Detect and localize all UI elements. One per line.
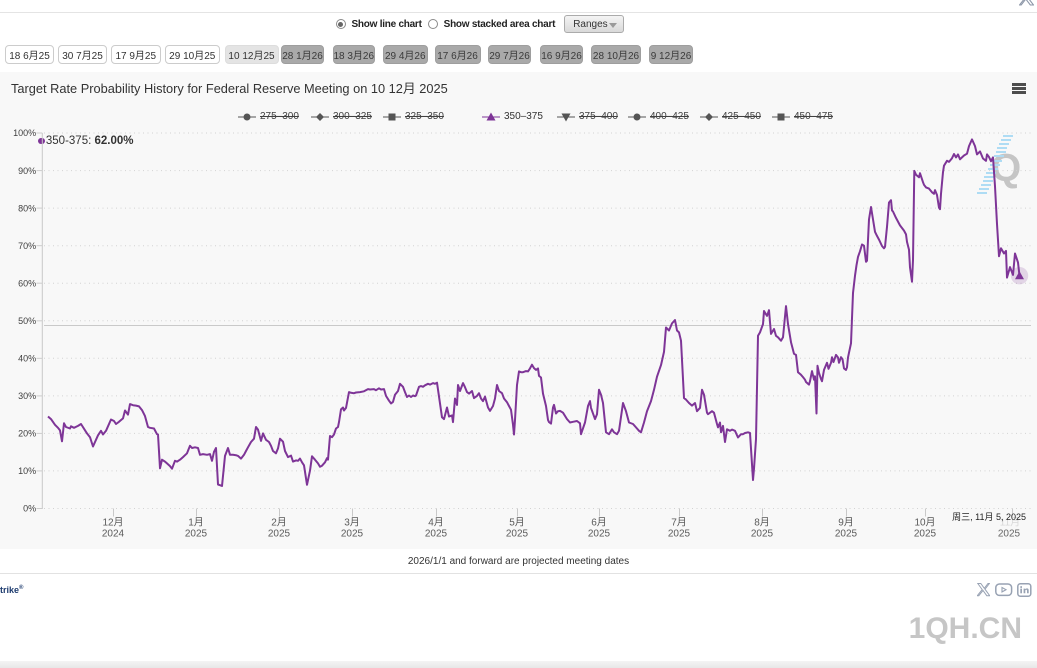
svg-text:周三, 11月 5, 2025: 周三, 11月 5, 2025 <box>952 512 1026 522</box>
svg-text:6月: 6月 <box>591 517 607 529</box>
svg-text:4月: 4月 <box>428 517 444 529</box>
svg-text:30%: 30% <box>18 391 36 401</box>
svg-text:90%: 90% <box>18 166 36 176</box>
svg-text:2025: 2025 <box>268 529 291 540</box>
svg-text:2025: 2025 <box>998 529 1021 540</box>
svg-text:2025: 2025 <box>425 529 448 540</box>
svg-text:2024: 2024 <box>102 529 125 540</box>
svg-text:40%: 40% <box>18 354 36 364</box>
svg-text:10月: 10月 <box>914 517 935 529</box>
svg-text:2025: 2025 <box>588 529 611 540</box>
svg-text:0%: 0% <box>23 504 36 514</box>
svg-text:2025: 2025 <box>751 529 774 540</box>
svg-text:12月: 12月 <box>102 517 123 529</box>
svg-text:80%: 80% <box>18 203 36 213</box>
svg-text:3月: 3月 <box>344 517 360 529</box>
svg-text:1月: 1月 <box>188 517 204 529</box>
svg-text:7月: 7月 <box>671 517 687 529</box>
svg-text:70%: 70% <box>18 241 36 251</box>
svg-text:2025: 2025 <box>506 529 529 540</box>
svg-text:2025: 2025 <box>341 529 364 540</box>
svg-text:10%: 10% <box>18 466 36 476</box>
svg-text:2025: 2025 <box>185 529 208 540</box>
svg-text:11月: 11月 <box>1000 517 1020 529</box>
svg-text:100%: 100% <box>13 128 36 138</box>
svg-text:50%: 50% <box>18 316 36 326</box>
svg-text:60%: 60% <box>18 278 36 288</box>
svg-text:8月: 8月 <box>754 517 770 529</box>
svg-text:5月: 5月 <box>509 517 525 529</box>
svg-text:2025: 2025 <box>914 529 937 540</box>
svg-text:9月: 9月 <box>838 517 854 529</box>
svg-text:20%: 20% <box>18 429 36 439</box>
svg-text:2025: 2025 <box>668 529 691 540</box>
svg-text:2月: 2月 <box>271 517 287 529</box>
svg-text:2025: 2025 <box>835 529 858 540</box>
